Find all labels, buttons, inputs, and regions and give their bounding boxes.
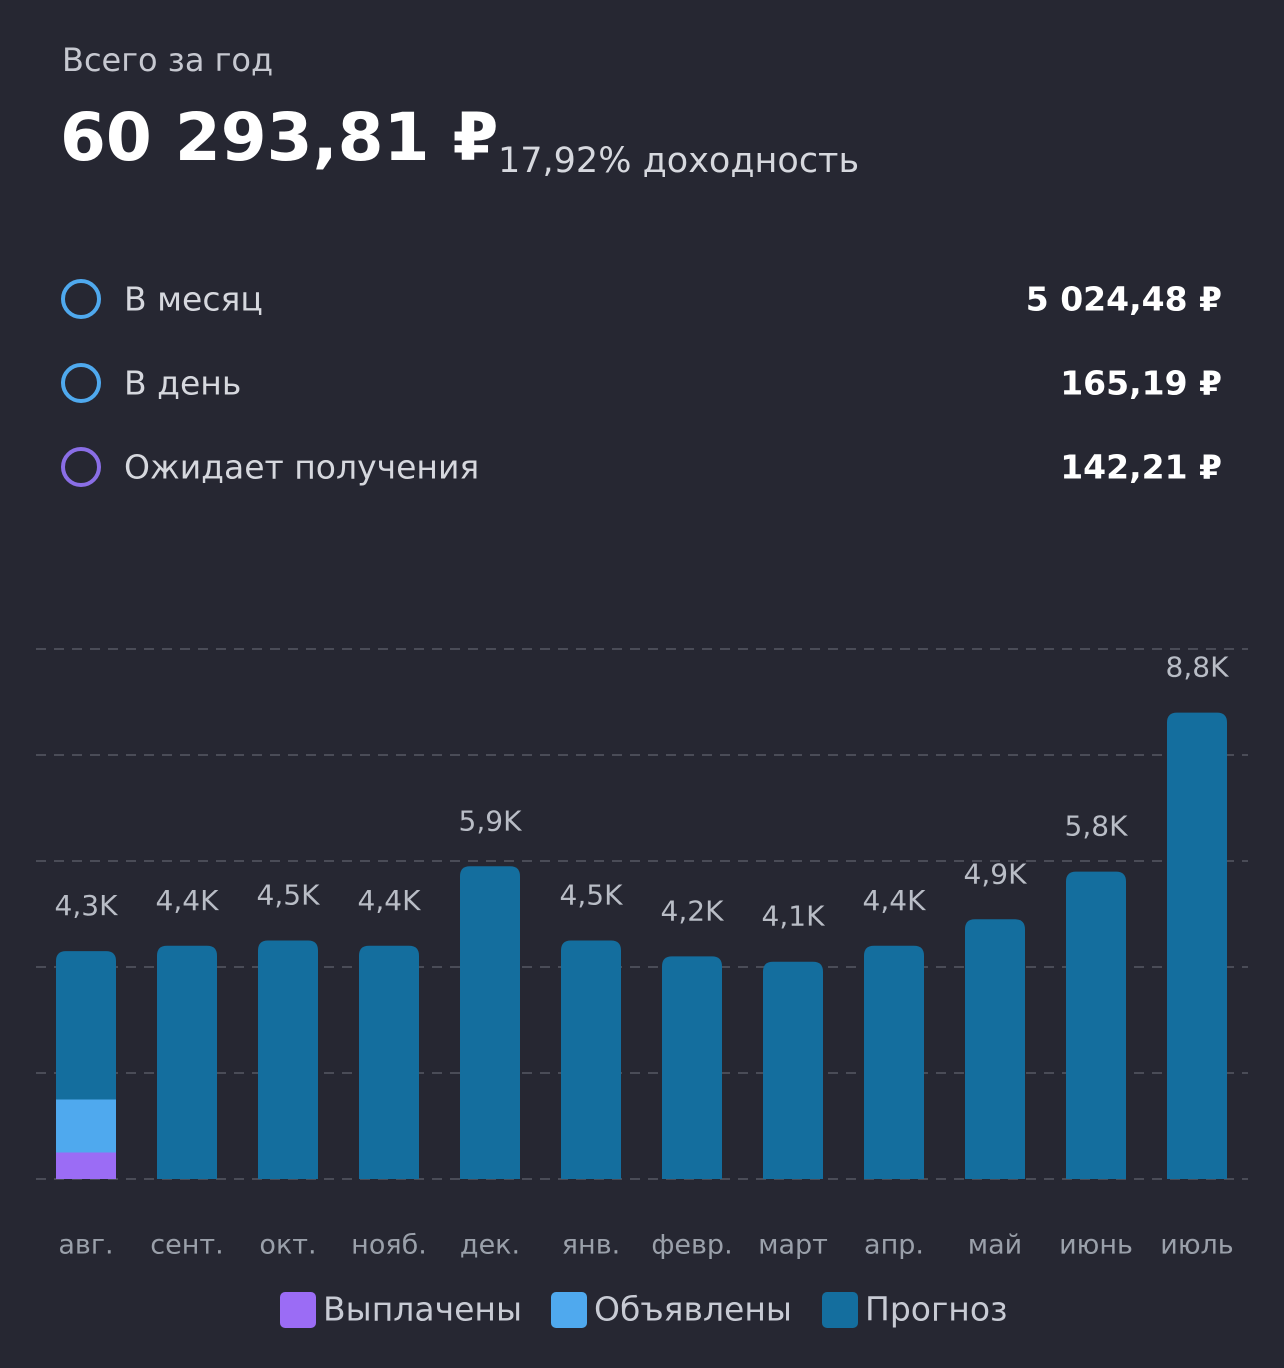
- stat-icon: [61, 363, 101, 403]
- value-label: 8,8K: [1166, 651, 1230, 684]
- value-label: 4,4K: [863, 884, 927, 917]
- x-tick-label: июль: [1160, 1230, 1233, 1261]
- value-label: 4,2K: [661, 894, 725, 927]
- stat-label: В день: [124, 364, 241, 403]
- bar-segment: [1066, 871, 1126, 1179]
- title: Всего за год: [62, 41, 273, 79]
- bar-segment: [359, 945, 419, 1179]
- bar-segment: [258, 940, 318, 1179]
- value-label: 5,9K: [459, 804, 523, 837]
- stats: В месяц 5 024,48 ₽ В день 165,19 ₽ Ожидает п…: [61, 279, 1222, 487]
- value-label: 4,4K: [358, 884, 422, 917]
- x-tick-label: авг.: [58, 1230, 113, 1261]
- legend-label: Объявлены: [594, 1290, 792, 1329]
- x-tick-label: нояб.: [351, 1230, 427, 1261]
- x-tick-label: февр.: [651, 1230, 732, 1261]
- bar-segment: [460, 866, 520, 1179]
- stat-icon: [61, 279, 101, 319]
- bar-segment: [1167, 712, 1227, 1179]
- legend-swatch: [822, 1292, 858, 1328]
- x-tick-label: сент.: [150, 1230, 223, 1261]
- x-tick-label: март: [758, 1230, 828, 1261]
- x-tick-label: май: [968, 1230, 1022, 1261]
- x-tick-label: окт.: [259, 1230, 316, 1261]
- bar-segment: [561, 940, 621, 1179]
- legend-swatch: [280, 1292, 316, 1328]
- x-tick-label: дек.: [460, 1230, 520, 1261]
- value-label: 4,3K: [55, 889, 119, 922]
- value-label: 5,8K: [1065, 810, 1129, 843]
- chart: 4,3K авг. 4,4K сент. 4,5K окт. 4,4K нояб. 5,9K де…: [36, 648, 1248, 1329]
- legend-label: Прогноз: [865, 1290, 1008, 1329]
- legend-label: Выплачены: [323, 1290, 522, 1329]
- stat-label: Ожидает получения: [124, 448, 479, 487]
- bar-segment: [763, 961, 823, 1179]
- stat-value: 142,21 ₽: [1060, 448, 1222, 487]
- bar-segment: [662, 956, 722, 1179]
- bar-segment: [56, 1099, 116, 1153]
- yield: 17,92% доходность: [498, 141, 859, 181]
- value-label: 4,9K: [964, 857, 1028, 890]
- bar-segment: [56, 951, 116, 1100]
- bar-segment: [56, 1152, 116, 1179]
- stat-label: В месяц: [124, 280, 263, 319]
- stat-icon: [61, 447, 101, 487]
- stat-value: 5 024,48 ₽: [1026, 280, 1222, 319]
- stat-value: 165,19 ₽: [1060, 364, 1222, 403]
- legend-swatch: [551, 1292, 587, 1328]
- value-label: 4,5K: [257, 879, 321, 912]
- bar-segment: [864, 945, 924, 1179]
- x-tick-label: июнь: [1059, 1230, 1133, 1261]
- value-label: 4,1K: [762, 900, 826, 933]
- x-tick-label: янв.: [562, 1230, 620, 1261]
- x-tick-label: апр.: [864, 1230, 924, 1261]
- bar-segment: [965, 919, 1025, 1179]
- value-label: 4,4K: [156, 884, 220, 917]
- value-label: 4,5K: [560, 879, 624, 912]
- bar-segment: [157, 945, 217, 1179]
- total: 60 293,81 ₽: [60, 99, 498, 176]
